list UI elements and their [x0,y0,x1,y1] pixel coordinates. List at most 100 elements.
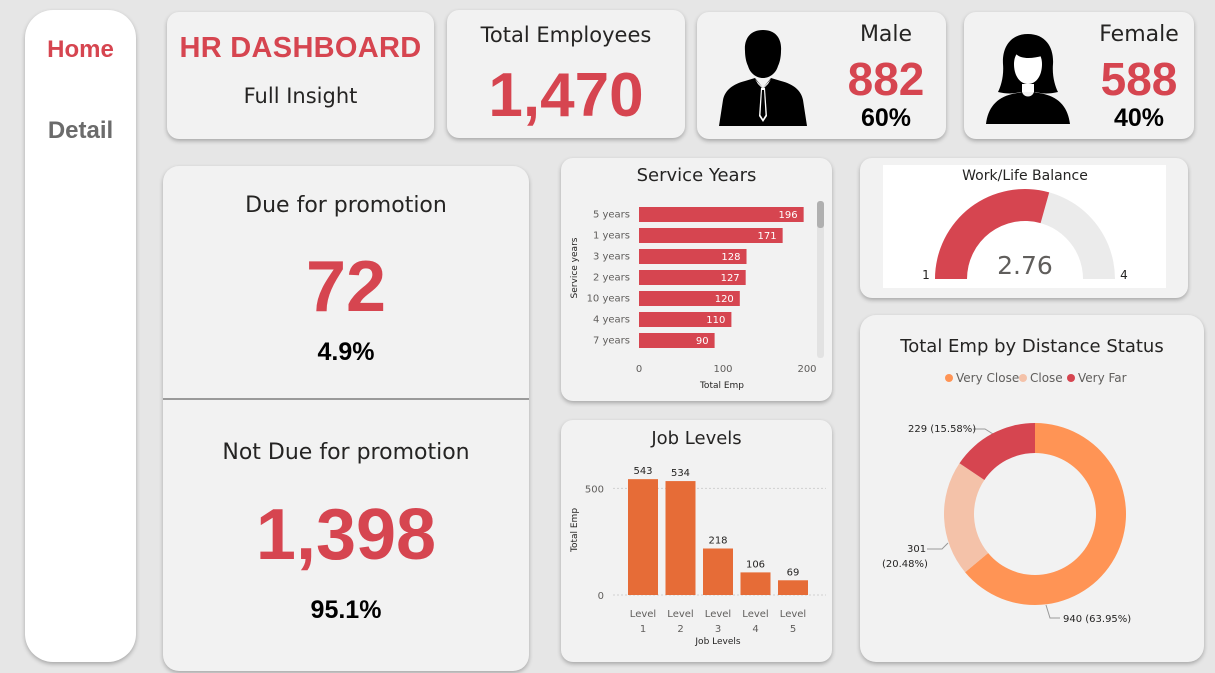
distance-status-donut: Very Close Close Very Far 229 (15.58%) 3… [882,371,1131,625]
male-percent: 60% [860,104,912,132]
gauge-value: 2.76 [997,251,1053,280]
service-years-bar-value: 110 [706,315,725,326]
total-employees-value: 1,470 [488,61,644,130]
service-years-bar-value: 171 [758,231,777,242]
not-due-promotion-percent: 95.1% [310,596,382,624]
work-life-balance-title: Work/Life Balance [962,168,1088,184]
job-levels-xlabel: Job Levels [694,637,740,647]
job-levels-bar-value: 534 [671,468,690,479]
job-levels-category-number: 2 [677,624,683,635]
male-count: 882 [847,53,925,105]
job-levels-bar[interactable] [740,572,771,595]
service-years-card: Service Years Service years Total Emp 5 … [561,158,832,401]
job-levels-category-label: Level [667,609,693,620]
service-years-bar[interactable] [639,333,715,348]
donut-label-very-close: 940 (63.95%) [1063,614,1131,625]
service-years-bar[interactable] [639,312,732,327]
gauge-fill [935,189,1050,279]
not-due-promotion-label: Not Due for promotion [222,440,470,465]
job-levels-bar-value: 69 [787,567,800,578]
job-levels-category-number: 4 [752,624,758,635]
job-levels-category-label: Level [705,609,731,620]
service-years-chart: Service years Total Emp 5 years 196 1 year… [570,201,824,391]
service-years-category-label: 2 years [593,273,630,284]
female-label: Female [1099,22,1179,47]
leader-very-far [973,428,994,435]
nav-home-button[interactable]: Home [47,36,114,63]
donut-label-very-far: 229 (15.58%) [908,424,976,435]
donut-label-close-pct: (20.48%) [882,559,928,570]
female-silhouette-icon [986,34,1070,124]
job-levels-bar[interactable] [703,548,733,595]
legend-very-close[interactable]: Very Close [956,371,1019,385]
gauge-min-label: 1 [922,268,930,282]
job-levels-ylabel: Total Emp [570,508,580,553]
job-levels-y-tick: 500 [585,484,604,495]
legend-very-far-marker [1067,374,1075,382]
legend: Very Close Close Very Far [945,371,1127,385]
job-levels-category-label: Level [630,609,656,620]
service-years-bar[interactable] [639,291,740,306]
service-years-bar[interactable] [639,270,746,285]
job-levels-bar[interactable] [628,479,658,595]
donut-slice-very-close[interactable] [965,423,1126,605]
service-years-category-label: 5 years [593,210,630,221]
distance-status-title: Total Emp by Distance Status [900,336,1164,357]
female-card: Female 588 40% [964,12,1194,139]
promotion-divider [163,398,529,400]
service-years-category-label: 7 years [593,336,630,347]
female-percent: 40% [1113,104,1165,132]
work-life-balance-card: Work/Life Balance 2.76 1 4 [860,158,1188,298]
donut-label-close-count: 301 [907,544,926,555]
male-card: Male 882 60% [697,12,946,139]
service-years-category-label: 1 years [593,231,630,242]
legend-close[interactable]: Close [1030,371,1063,385]
distance-status-card: Total Emp by Distance Status Very Close … [860,315,1204,662]
job-levels-category-number: 5 [790,624,796,635]
donut-slice-very-far[interactable] [959,423,1035,480]
not-due-promotion-value: 1,398 [255,495,437,575]
service-years-xlabel: Total Emp [699,381,744,391]
service-years-bar-value: 128 [721,252,740,263]
promotion-card: Due for promotion 72 4.9% Not Due for pr… [163,166,529,671]
dashboard-title: HR DASHBOARD [179,32,422,64]
service-years-ylabel: Service years [570,237,580,298]
service-years-bar[interactable] [639,249,747,264]
total-employees-label: Total Employees [480,23,652,47]
total-employees-card: Total Employees 1,470 [447,10,685,138]
leader-very-close [1045,604,1060,619]
due-promotion-value: 72 [305,247,387,327]
service-years-category-label: 10 years [587,294,630,305]
service-years-scrollbar-track[interactable] [817,201,824,358]
due-promotion-label: Due for promotion [245,193,447,218]
due-promotion-percent: 4.9% [317,338,375,366]
legend-close-marker [1019,374,1027,382]
job-levels-bar[interactable] [665,481,696,595]
service-years-bar[interactable] [639,228,783,243]
service-years-bar-value: 90 [696,336,709,347]
service-years-category-label: 3 years [593,252,630,263]
service-years-bar[interactable] [639,207,804,222]
legend-very-close-marker [945,374,953,382]
leader-close [927,542,949,550]
job-levels-category-label: Level [780,609,806,620]
dashboard-subtitle: Full Insight [243,84,358,108]
title-card: HR DASHBOARD Full Insight [167,12,434,139]
job-levels-title: Job Levels [651,428,742,449]
job-levels-bar[interactable] [778,580,808,595]
donut-slice-close[interactable] [944,463,989,573]
service-years-title: Service Years [636,165,757,186]
female-count: 588 [1100,53,1178,105]
nav-panel: Home Detail [25,10,136,662]
job-levels-category-number: 1 [640,624,646,635]
job-levels-bar-value: 543 [633,466,652,477]
service-years-scrollbar-thumb[interactable] [817,201,824,228]
job-levels-category-number: 3 [715,624,721,635]
job-levels-chart: Total Emp Job Levels 0500543Level1534Lev… [570,466,826,647]
work-life-balance-gauge: Work/Life Balance 2.76 1 4 [883,165,1166,288]
service-years-bar-value: 127 [721,273,740,284]
job-levels-y-tick: 0 [598,591,604,602]
job-levels-category-label: Level [742,609,768,620]
nav-detail-button[interactable]: Detail [47,117,114,144]
legend-very-far[interactable]: Very Far [1078,371,1127,385]
